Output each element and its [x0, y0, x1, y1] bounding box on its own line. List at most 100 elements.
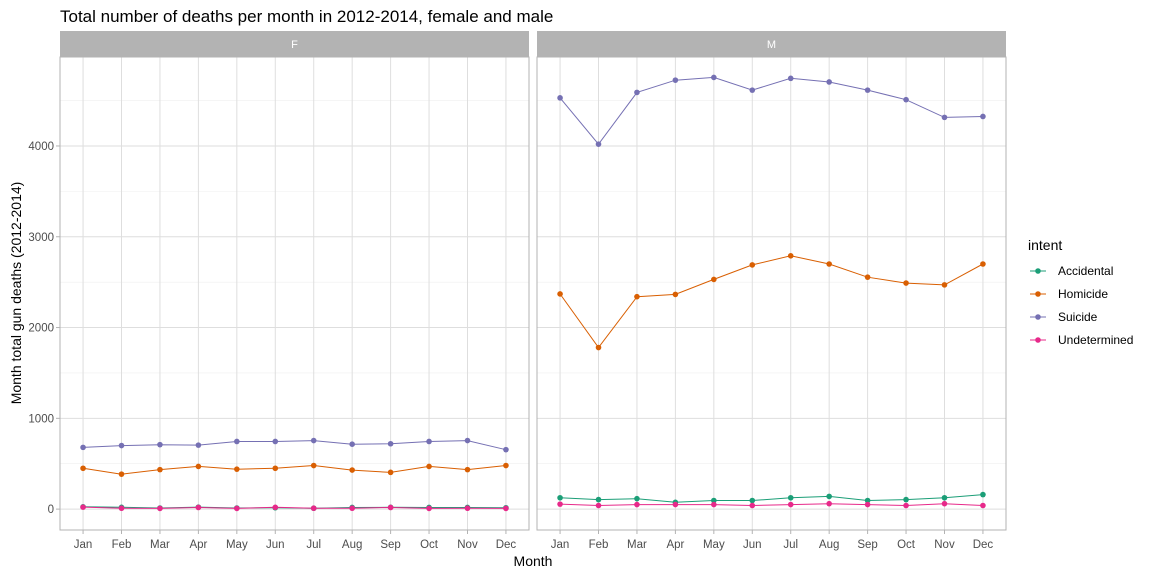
- facet-panels: F Jan Feb Mar Apr May Jun Jul Aug Sep Oct Nov Dec 0 10…: [28, 31, 1007, 551]
- data-point: [310, 462, 317, 469]
- legend-label: Accidental: [1058, 264, 1113, 278]
- series-accidental: [557, 491, 986, 506]
- data-point: [864, 501, 871, 508]
- data-point: [749, 502, 756, 509]
- data-point: [595, 502, 602, 509]
- facet-strip: [60, 31, 529, 57]
- data-point: [503, 446, 509, 453]
- data-point: [711, 276, 717, 283]
- data-point: [749, 262, 756, 268]
- data-point: [195, 442, 202, 448]
- x-tick-label: May: [226, 539, 248, 551]
- legend-label: Suicide: [1058, 310, 1098, 324]
- series-line-undetermined: [83, 506, 506, 509]
- data-point: [595, 344, 602, 351]
- data-point: [349, 467, 355, 473]
- data-point: [826, 79, 832, 85]
- data-point: [234, 466, 240, 472]
- data-point: [634, 293, 640, 300]
- data-point: [826, 493, 832, 500]
- x-tick-label: Feb: [589, 539, 609, 551]
- legend-item-accidental: Accidental: [1030, 264, 1113, 278]
- series-undetermined: [557, 500, 986, 509]
- data-point: [826, 261, 832, 267]
- series-undetermined: [80, 504, 509, 512]
- x-tick-label: Sep: [857, 539, 877, 551]
- data-point: [503, 505, 509, 512]
- x-tick-label: Mar: [627, 539, 647, 551]
- data-point: [672, 291, 679, 298]
- series-line-suicide: [559, 76, 983, 146]
- x-tick-label: Aug: [819, 539, 839, 551]
- x-tick-label: May: [703, 539, 725, 551]
- data-point: [349, 441, 355, 448]
- data-point: [195, 504, 202, 511]
- data-point: [118, 505, 125, 512]
- facet-panel-M: M Jan Feb Mar Apr May Jun Jul Aug Sep Oct Nov Dec: [536, 31, 1007, 551]
- series-suicide: [80, 437, 509, 453]
- data-point: [387, 504, 394, 511]
- data-point: [557, 501, 563, 507]
- y-tick-label: 3000: [28, 232, 54, 244]
- data-point: [903, 502, 909, 509]
- series-homicide: [557, 253, 986, 351]
- x-tick-label: Dec: [496, 539, 517, 551]
- data-point: [903, 280, 909, 286]
- x-tick-label: Jul: [783, 539, 798, 551]
- facet-strip-label: F: [291, 39, 298, 51]
- data-point: [903, 496, 909, 503]
- data-point: [387, 440, 394, 447]
- data-point: [557, 494, 563, 501]
- legend-item-undetermined: Undetermined: [1030, 333, 1133, 347]
- data-point: [864, 274, 871, 280]
- data-point: [903, 96, 909, 103]
- x-tick-label: Apr: [189, 539, 207, 551]
- panel-border: [59, 56, 530, 531]
- chart-title: Total number of deaths per month in 2012…: [60, 7, 553, 26]
- y-tick-label: 2000: [28, 323, 54, 335]
- series-homicide: [80, 462, 509, 477]
- x-tick-label: Jul: [306, 539, 321, 551]
- data-point: [749, 497, 756, 504]
- x-tick-label: Oct: [897, 539, 916, 551]
- panel-border: [536, 56, 1007, 531]
- x-tick-label: Jun: [266, 539, 285, 551]
- data-point: [711, 74, 717, 81]
- data-point: [426, 438, 432, 445]
- legend-key-point: [1035, 268, 1041, 274]
- data-point: [310, 437, 317, 444]
- data-point: [272, 438, 279, 445]
- x-tick-label: Jan: [551, 539, 570, 551]
- series-line-suicide: [83, 440, 507, 451]
- data-point: [157, 466, 163, 473]
- data-point: [672, 501, 679, 508]
- facet-strip: [537, 31, 1006, 57]
- data-point: [272, 465, 279, 472]
- data-point: [557, 291, 563, 297]
- data-point: [387, 469, 394, 476]
- data-point: [595, 496, 602, 503]
- data-point: [787, 501, 794, 508]
- legend-key-point: [1035, 291, 1041, 297]
- data-point: [595, 141, 602, 147]
- y-tick-label: 4000: [28, 141, 54, 153]
- data-point: [941, 494, 948, 501]
- series-line-homicide: [559, 255, 984, 349]
- x-tick-label: Sep: [380, 539, 400, 551]
- data-point: [426, 463, 432, 470]
- y-axis-title: Month total gun deaths (2012-2014): [8, 182, 24, 405]
- data-point: [634, 89, 640, 96]
- data-point: [941, 114, 948, 121]
- data-point: [80, 465, 86, 472]
- series-line-accidental: [560, 494, 983, 503]
- x-tick-label: Nov: [934, 539, 955, 551]
- legend-label: Undetermined: [1058, 333, 1133, 347]
- data-point: [157, 505, 163, 512]
- data-point: [157, 441, 163, 448]
- series-line-undetermined: [560, 503, 983, 507]
- legend-item-homicide: Homicide: [1030, 287, 1108, 301]
- data-point: [941, 500, 948, 507]
- legend-item-suicide: Suicide: [1030, 310, 1098, 324]
- x-tick-label: Mar: [150, 539, 170, 551]
